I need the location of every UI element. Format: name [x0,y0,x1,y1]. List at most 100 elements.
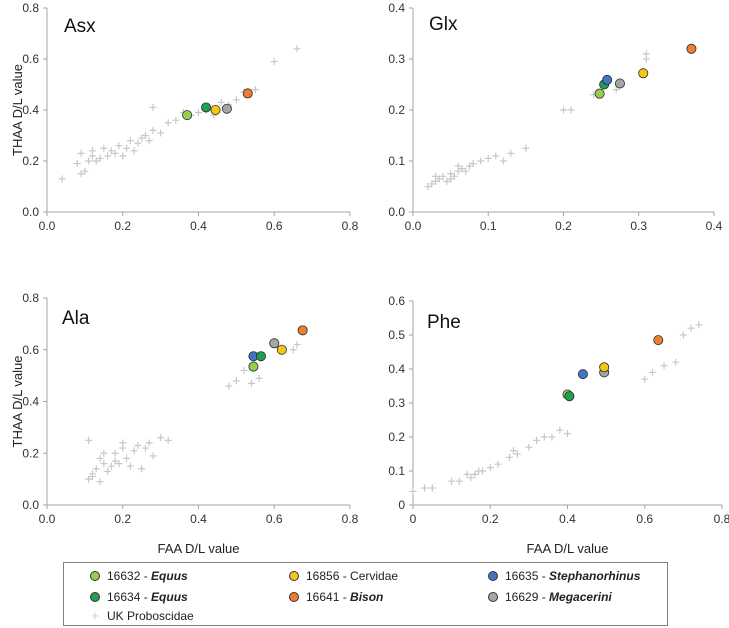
uk-proboscidae-point [499,157,507,165]
legend-item-16629: 16629 - Megacerini [488,590,612,604]
legend-marker-16635 [488,571,498,581]
y-axis-title: THAA D/L value [10,355,25,447]
uk-proboscidae-point [88,147,96,155]
uk-proboscidae-point [81,167,89,175]
sample-point-16629 [614,78,625,89]
sample-point-16632 [248,361,259,372]
uk-proboscidae-point [612,86,620,94]
uk-proboscidae-point [96,154,104,162]
uk-proboscidae-point [289,346,297,354]
figure: 0.0 0.2 0.4 0.6 0.8 0.0 0.2 0.4 0.6 0.8 Asx THAA D/… [10,1,729,556]
uk-proboscidae-point [560,106,567,114]
legend-taxon: Stephanorhinus [549,569,641,583]
legend-label-uk-proboscidae: UK Proboscidae [107,609,194,623]
legend-item-16641: 16641 - Bison [289,590,383,604]
uk-proboscidae-point [458,165,466,173]
sample-point-16635 [577,369,588,380]
legend-item-16632: 16632 - Equus [90,569,188,583]
x-tick-label: 0.6 [266,512,283,526]
uk-proboscidae-point [642,50,650,58]
uk-proboscidae-point [130,447,138,455]
uk-proboscidae-point [164,436,172,444]
x-tick-label: 0.6 [266,219,283,233]
uk-proboscidae-point [92,157,100,165]
uk-proboscidae-point [85,475,93,483]
legend-taxon: Equus [151,569,188,583]
uk-proboscidae-point [85,436,93,444]
legend: 16632 - Equus 16856 - Cervidae 16635 - S… [63,562,668,626]
y-tick-label: 0.6 [388,294,405,308]
legend-id: 16641 [306,590,340,604]
legend-id: 16634 [107,590,141,604]
uk-proboscidae-point [172,116,180,124]
sample-point-16856 [210,105,221,116]
x-tick-label: 0.4 [559,512,576,526]
y-tick-label: 0.6 [22,52,39,66]
legend-marker-16856 [289,571,299,581]
y-tick-label: 0.3 [388,396,405,410]
uk-proboscidae-point [672,358,680,366]
legend-item-uk-proboscidae: + UK Proboscidae [90,609,194,623]
uk-proboscidae-point [660,362,668,370]
sample-point-16632 [182,110,193,121]
chart-panel-glx: 0.0 0.1 0.2 0.3 0.4 0.0 0.1 0.2 0.3 0.4 Glx [388,1,722,233]
x-axis-title: FAA D/L value [158,541,240,556]
y-tick-label: 0.1 [388,154,405,168]
uk-proboscidae-point [471,470,479,478]
uk-proboscidae-point [92,465,100,473]
y-tick-label: 0.4 [388,362,405,376]
panel-title: Glx [429,14,458,35]
uk-proboscidae-point [73,160,81,168]
uk-proboscidae-point [130,147,138,155]
uk-proboscidae-point [149,452,157,460]
uk-proboscidae-point [123,144,131,152]
uk-proboscidae-point [100,449,108,457]
uk-proboscidae-point [145,439,153,447]
uk-proboscidae-point [506,453,514,461]
uk-proboscidae-point [123,454,131,462]
legend-marker-16632 [90,571,100,581]
sample-point-16641 [653,335,664,346]
sample-point-16856 [599,362,610,373]
y-tick-label: 0.1 [388,464,405,478]
uk-proboscidae-point [509,447,517,455]
uk-proboscidae-point [479,467,487,475]
legend-taxon: Equus [151,590,188,604]
uk-proboscidae-point [157,129,165,137]
x-tick-label: 0.4 [190,512,207,526]
y-tick-label: 0.0 [388,205,405,219]
uk-proboscidae-series [424,50,650,190]
uk-proboscidae-point [409,487,417,495]
chart-panel-phe: 0 0.2 0.4 0.6 0.8 0 0.1 0.2 0.3 0.4 0.5 0.6 Phe FAA D… [388,294,729,556]
y-tick-label: 0.4 [22,103,39,117]
legend-sep: - [140,569,152,583]
uk-proboscidae-point [439,172,447,180]
uk-proboscidae-point [141,444,149,452]
uk-proboscidae-point [443,177,451,185]
uk-proboscidae-point [100,460,108,468]
uk-proboscidae-point [293,341,301,349]
legend-id: 16629 [505,590,539,604]
x-tick-label: 0.2 [482,512,499,526]
uk-proboscidae-point [119,152,127,160]
y-tick-label: 0.4 [22,395,39,409]
uk-proboscidae-series [409,321,703,495]
uk-proboscidae-point [484,154,492,162]
plus-icon: + [91,608,99,623]
legend-sep: - [538,569,550,583]
uk-proboscidae-point [126,462,134,470]
legend-id: 16856 [306,569,340,583]
legend-id: 16632 [107,569,141,583]
uk-proboscidae-point [149,103,157,111]
y-tick-label: 0.2 [22,446,39,460]
uk-proboscidae-point [157,434,165,442]
uk-proboscidae-point [115,460,123,468]
uk-proboscidae-point [556,426,564,434]
uk-proboscidae-point [687,324,695,332]
uk-proboscidae-point [548,433,556,441]
uk-proboscidae-point [77,170,85,178]
uk-proboscidae-point [255,374,263,382]
legend-item-16856: 16856 - Cervidae [289,569,398,583]
x-tick-label: 0.8 [342,512,359,526]
uk-proboscidae-point [240,366,248,374]
